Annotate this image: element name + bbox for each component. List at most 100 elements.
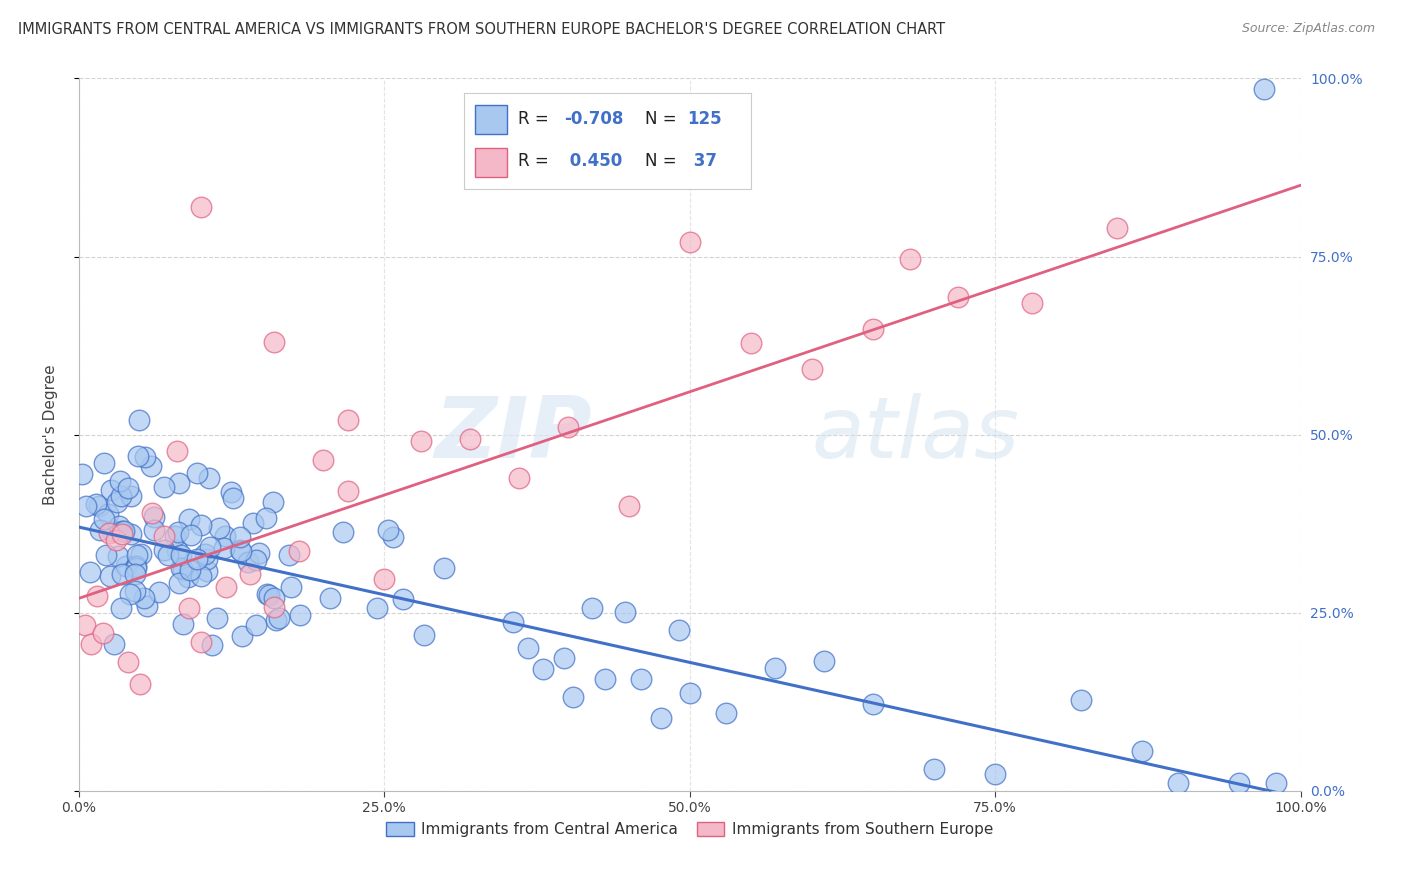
Point — [249, 546, 271, 560]
Point — [263, 334, 285, 349]
Point — [117, 481, 139, 495]
Point — [170, 549, 193, 563]
Point — [262, 494, 284, 508]
Point — [127, 449, 149, 463]
Point — [862, 697, 884, 711]
Point — [800, 362, 823, 376]
Point — [190, 517, 212, 532]
Point — [136, 599, 159, 614]
Point — [862, 321, 884, 335]
Point — [553, 651, 575, 665]
Point — [318, 591, 340, 605]
Point — [245, 617, 267, 632]
Point — [166, 443, 188, 458]
Point — [87, 500, 110, 514]
Point — [93, 626, 115, 640]
Point — [124, 583, 146, 598]
Point — [142, 523, 165, 537]
Point — [198, 541, 221, 555]
Point — [177, 570, 200, 584]
Point — [922, 762, 945, 776]
Point — [531, 662, 554, 676]
Point — [190, 635, 212, 649]
Point — [1167, 776, 1189, 790]
Point — [190, 200, 212, 214]
Point — [668, 624, 690, 638]
Point — [208, 521, 231, 535]
Point — [195, 551, 218, 566]
Point — [89, 523, 111, 537]
Point — [1265, 776, 1288, 790]
Point — [1021, 296, 1043, 310]
Point — [167, 525, 190, 540]
Point — [76, 499, 98, 513]
Point — [336, 413, 359, 427]
Point — [366, 601, 388, 615]
Point — [195, 565, 218, 579]
Point — [129, 677, 152, 691]
Point — [186, 466, 208, 480]
Point — [101, 524, 124, 538]
Point — [221, 491, 243, 505]
Point — [117, 655, 139, 669]
Point — [336, 484, 359, 499]
Point — [413, 628, 436, 642]
Point — [167, 476, 190, 491]
Point — [141, 506, 163, 520]
Point — [166, 543, 188, 558]
Point — [105, 495, 128, 509]
Point — [516, 640, 538, 655]
Point — [236, 555, 259, 569]
Point — [716, 706, 738, 721]
Point — [112, 524, 135, 539]
Point — [86, 589, 108, 603]
Point — [80, 637, 103, 651]
Text: IMMIGRANTS FROM CENTRAL AMERICA VS IMMIGRANTS FROM SOUTHERN EUROPE BACHELOR'S DE: IMMIGRANTS FROM CENTRAL AMERICA VS IMMIG… — [18, 22, 945, 37]
Point — [170, 561, 193, 575]
Point — [73, 617, 96, 632]
Point — [110, 489, 132, 503]
Point — [142, 509, 165, 524]
Point — [111, 524, 134, 538]
Point — [898, 252, 921, 267]
Y-axis label: Bachelor's Degree: Bachelor's Degree — [44, 364, 58, 505]
Point — [124, 566, 146, 581]
Text: Source: ZipAtlas.com: Source: ZipAtlas.com — [1241, 22, 1375, 36]
Point — [186, 552, 208, 566]
Point — [157, 548, 180, 562]
Point — [125, 559, 148, 574]
Point — [1130, 743, 1153, 757]
Point — [433, 561, 456, 575]
Point — [679, 686, 702, 700]
Text: ZIP: ZIP — [434, 393, 592, 476]
Point — [257, 588, 280, 602]
Point — [984, 767, 1007, 781]
Point — [94, 548, 117, 562]
Point — [263, 591, 285, 605]
Point — [111, 526, 134, 541]
Point — [630, 672, 652, 686]
Point — [280, 580, 302, 594]
Point — [98, 526, 121, 541]
Point — [214, 580, 236, 594]
Point — [288, 608, 311, 623]
Point — [679, 235, 702, 249]
Point — [278, 548, 301, 562]
Point — [508, 470, 530, 484]
Point — [763, 660, 786, 674]
Point — [1070, 693, 1092, 707]
Point — [120, 587, 142, 601]
Point — [148, 585, 170, 599]
Point — [177, 600, 200, 615]
Point — [263, 599, 285, 614]
Point — [100, 483, 122, 498]
Point — [229, 530, 252, 544]
Point — [267, 611, 290, 625]
Point — [120, 489, 142, 503]
Point — [132, 591, 155, 605]
Point — [1253, 82, 1275, 96]
Point — [180, 528, 202, 542]
Point — [593, 672, 616, 686]
Point — [127, 548, 149, 562]
Point — [129, 547, 152, 561]
